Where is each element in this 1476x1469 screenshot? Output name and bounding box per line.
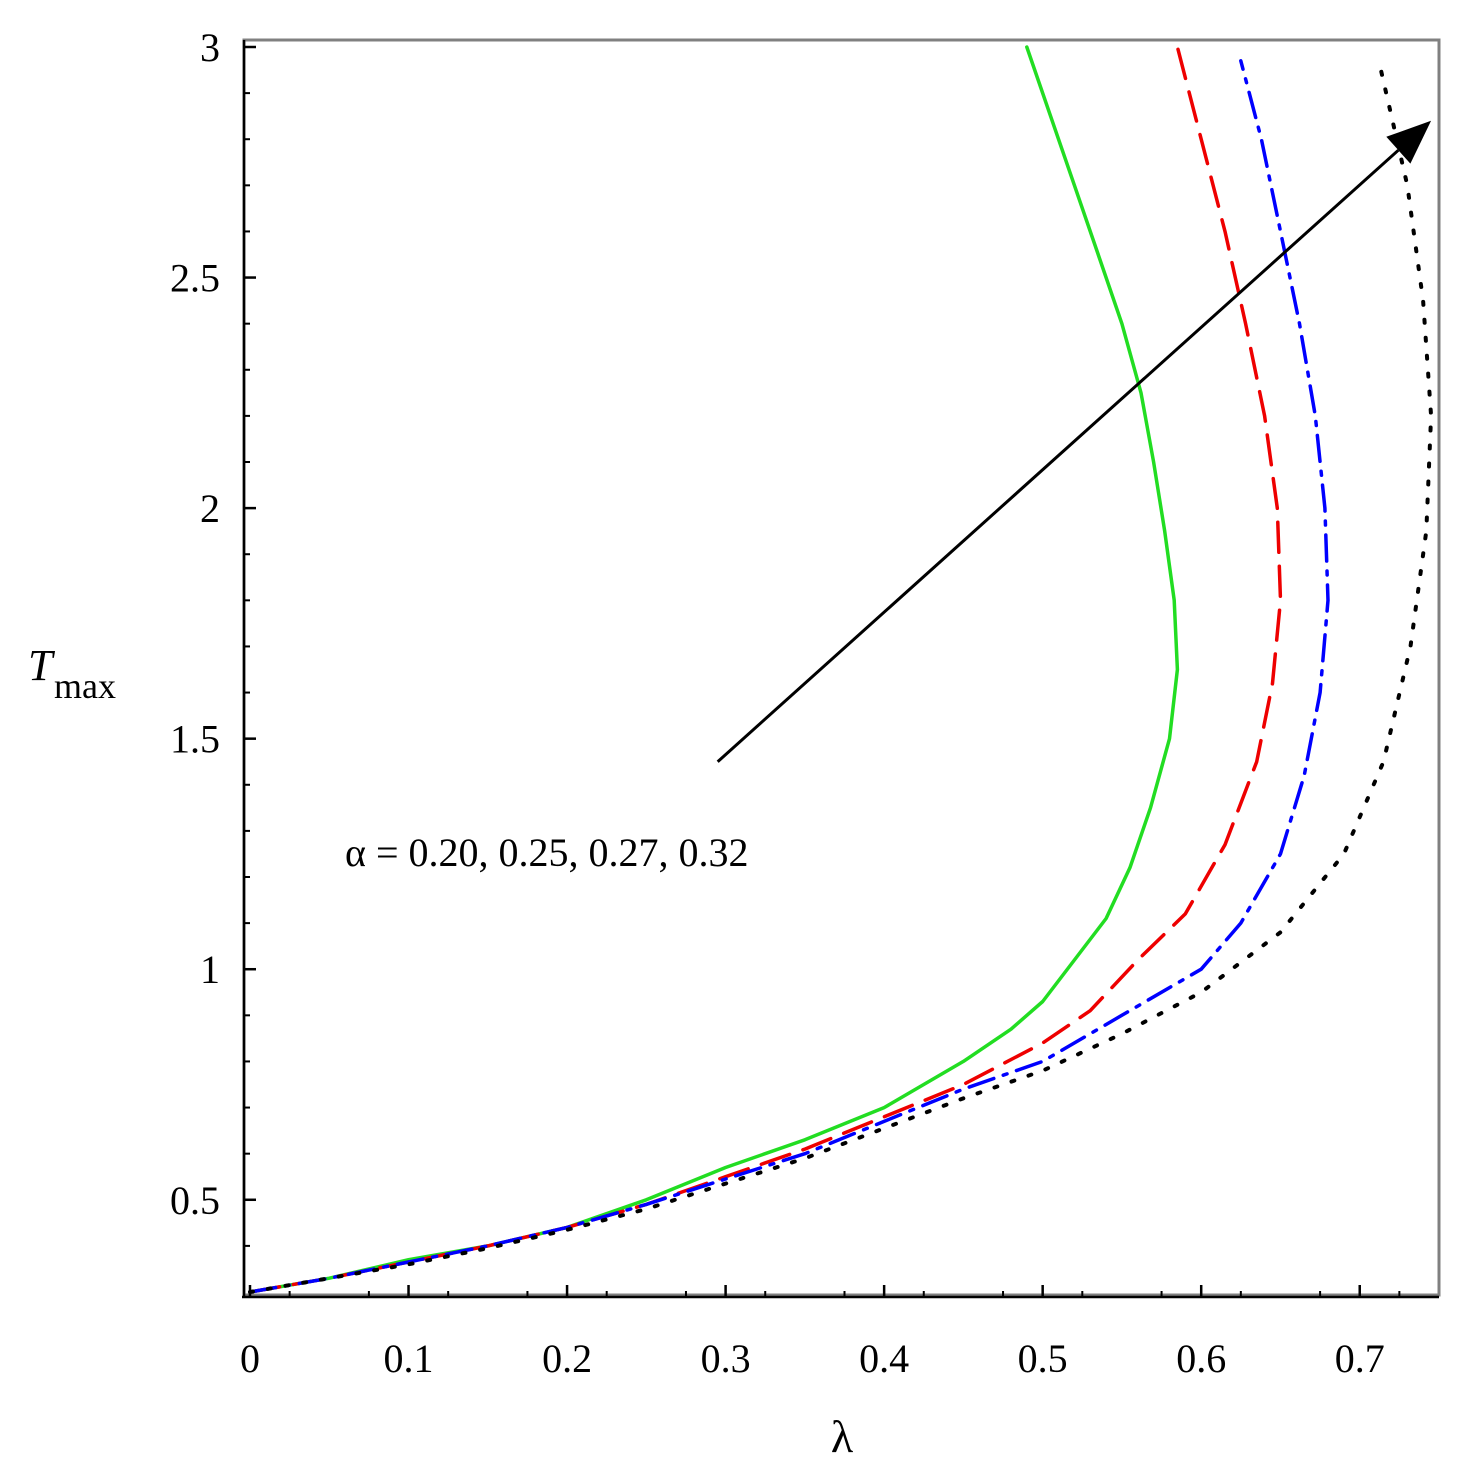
y-axis-title-subscript: max [54, 666, 116, 706]
series-layer [250, 47, 1431, 1292]
alpha-increase-arrow [718, 150, 1399, 762]
x-axis-title: λ [831, 1411, 854, 1462]
x-tick-label: 0.1 [384, 1336, 434, 1381]
series-line-1 [250, 47, 1177, 1292]
y-axis-title-main: T [28, 641, 56, 690]
x-tick-label: 0.4 [859, 1336, 909, 1381]
y-tick-label: 2.5 [170, 256, 220, 301]
x-tick-label: 0.2 [542, 1336, 592, 1381]
x-tick-label: 0.3 [701, 1336, 751, 1381]
alpha-annotation: α = 0.20, 0.25, 0.27, 0.32 [345, 830, 749, 875]
y-axis-title: T [28, 641, 56, 690]
series-line-3 [250, 61, 1328, 1292]
series-line-4 [250, 61, 1431, 1292]
series-line-2 [250, 47, 1281, 1292]
x-tick-label: 0.6 [1176, 1336, 1226, 1381]
tick-labels: 0 0.1 0.2 0.3 0.4 0.5 0.6 0.7 0.5 1 1.5 2 2.5 3 [170, 25, 1385, 1381]
y-tick-label: 1 [200, 947, 220, 992]
x-tick-label: 0.5 [1018, 1336, 1068, 1381]
x-tick-label: 0 [240, 1336, 260, 1381]
x-tick-label: 0.7 [1335, 1336, 1385, 1381]
y-tick-label: 1.5 [170, 717, 220, 762]
y-tick-label: 2 [200, 486, 220, 531]
y-tick-label: 3 [200, 25, 220, 70]
plot-frame [244, 40, 1439, 1295]
y-tick-label: 0.5 [170, 1178, 220, 1223]
